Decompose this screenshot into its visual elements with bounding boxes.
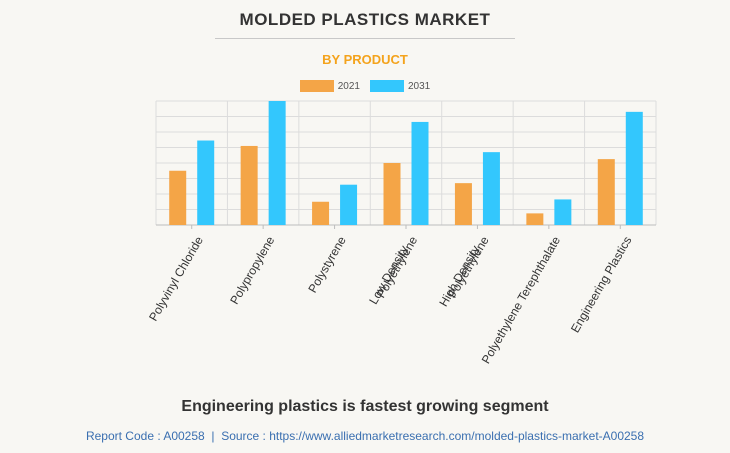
legend-label-2021: 2021 xyxy=(337,80,360,92)
bar-2021-2 xyxy=(312,201,330,225)
bar-2031-0 xyxy=(197,140,215,225)
x-tick-label: Polystyrene xyxy=(305,234,349,296)
bar-2031-1 xyxy=(268,101,286,225)
x-tick-label: Engineering Plastics xyxy=(568,234,634,335)
source-link[interactable]: Source : https://www.alliedmarketresearc… xyxy=(221,429,645,443)
chart-subtitle: BY PRODUCT xyxy=(322,52,408,67)
bar-2021-6 xyxy=(597,159,615,225)
bar-2031-2 xyxy=(340,184,358,225)
legend-item-2021[interactable]: 2021 xyxy=(299,80,360,92)
legend: 2021 2031 xyxy=(0,80,730,92)
legend-item-2031[interactable]: 2031 xyxy=(370,80,430,92)
bar-2031-3 xyxy=(411,121,429,225)
bar-2021-3 xyxy=(383,163,401,225)
legend-label-2031: 2031 xyxy=(408,80,431,92)
report-code: Report Code : A00258 xyxy=(85,429,205,443)
bar-2021-4 xyxy=(454,183,472,225)
x-tick-label: Polyvinyl Chloride xyxy=(146,234,206,324)
chart-title: MOLDED PLASTICS MARKET xyxy=(239,10,491,29)
bar-2021-0 xyxy=(169,170,187,225)
legend-swatch-2031 xyxy=(370,80,404,92)
source-line: Report Code : A00258 | Source : https://… xyxy=(0,429,730,443)
bar-2021-5 xyxy=(526,213,544,225)
title-divider xyxy=(215,38,515,39)
footer-note: Engineering plastics is fastest growing … xyxy=(181,398,549,415)
legend-swatch-2021 xyxy=(299,80,334,92)
bar-2031-4 xyxy=(482,152,500,225)
source-separator: | xyxy=(211,429,215,443)
x-tick-label: Polyethylene xyxy=(374,234,421,301)
bar-2021-1 xyxy=(240,145,258,225)
x-tick-label: Polyethylene Terephthalate xyxy=(479,234,564,366)
x-tick-label: Polyethylene xyxy=(445,234,492,301)
bar-2031-6 xyxy=(625,111,643,225)
bar-2031-5 xyxy=(554,199,572,225)
x-tick-label: Polypropylene xyxy=(227,234,277,307)
